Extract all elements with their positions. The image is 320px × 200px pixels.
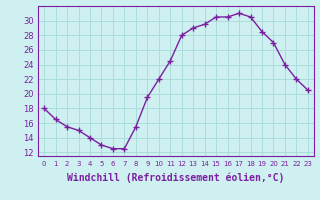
X-axis label: Windchill (Refroidissement éolien,°C): Windchill (Refroidissement éolien,°C) <box>67 172 285 183</box>
